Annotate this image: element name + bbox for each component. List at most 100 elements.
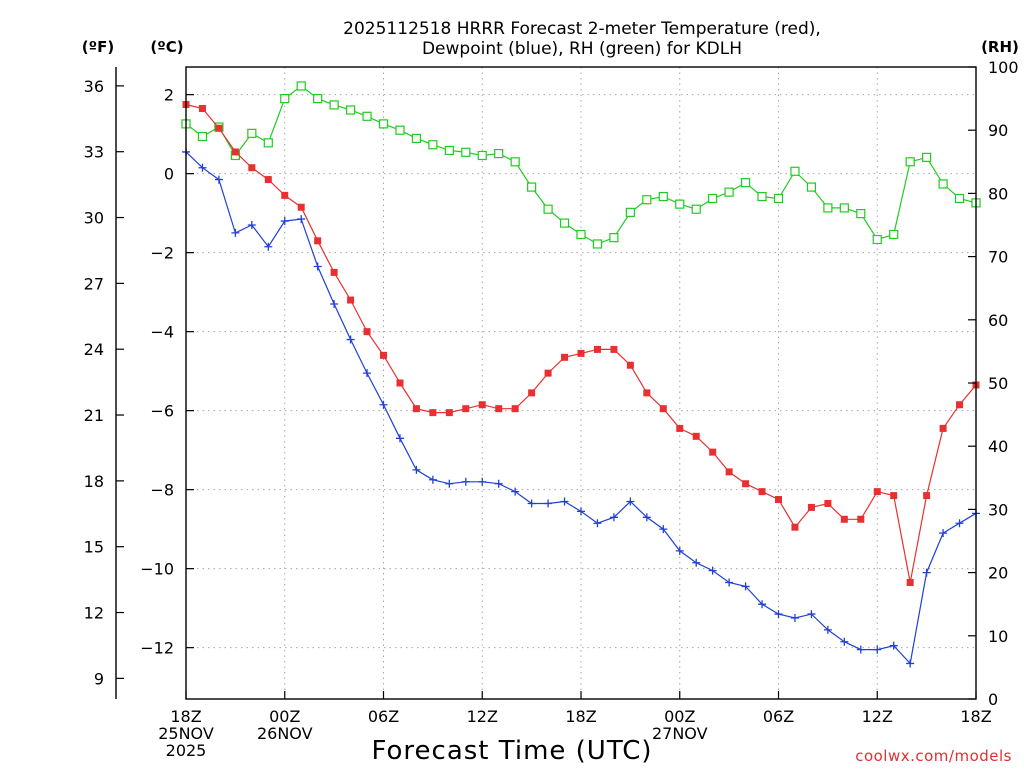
dewpoint-point-39	[823, 625, 832, 634]
dewpoint-point-32	[708, 566, 717, 575]
dewpoint-point-5	[264, 242, 273, 251]
rh-point-46	[938, 179, 948, 189]
x-tick-label-6-1: 00Z	[269, 707, 300, 726]
temperature-point-12	[380, 351, 387, 359]
dewpoint-point-10	[346, 335, 355, 344]
c-tick-label--10: −10	[140, 560, 174, 579]
rh-point-43	[889, 229, 899, 240]
dewpoint-point-20	[511, 487, 520, 496]
rh-point-36	[773, 193, 784, 204]
rh-point-34	[740, 178, 751, 188]
celsius-axis: 2 0 −2 −4 −6 −8 −10 −12	[140, 86, 194, 658]
rh-point-37	[790, 166, 800, 176]
rh-unit-label: (RH)	[981, 38, 1019, 56]
rh-tick-label-40: 40	[988, 437, 1008, 456]
f-tick-label-12: 12	[84, 604, 104, 623]
x-tick-label-18-1: 12Z	[467, 707, 498, 726]
dewpoint-point-44	[906, 659, 915, 668]
temperature-point-10	[347, 296, 355, 304]
fahrenheit-unit-label: (ºF)	[82, 38, 114, 56]
temperature-point-28	[643, 389, 651, 397]
temperature-point-35	[758, 488, 766, 496]
temperature-point-4	[248, 164, 256, 172]
rh-point-45	[922, 152, 932, 162]
rh-point-33	[724, 187, 734, 197]
rh-point-12	[378, 119, 389, 129]
x-tick-label-12-1: 06Z	[368, 707, 399, 726]
rh-point-13	[395, 125, 405, 135]
rh-point-29	[658, 191, 668, 202]
chart-title-line-2: Dewpoint (blue), RH (green) for KDLH	[422, 39, 742, 59]
f-tick-label-30: 30	[84, 209, 104, 228]
dewpoint-point-2	[214, 175, 223, 184]
f-tick-label-21: 21	[84, 406, 104, 425]
dewpoint-point-12	[379, 400, 388, 409]
rh-tick-label-80: 80	[988, 184, 1008, 203]
rh-point-23	[559, 218, 570, 228]
temperature-point-19	[495, 405, 503, 413]
rh-point-41	[856, 209, 866, 219]
rh-point-10	[345, 105, 356, 115]
dewpoint-point-45	[922, 568, 931, 577]
rh-point-21	[527, 182, 537, 192]
rh-point-20	[510, 157, 520, 167]
dewpoint-point-36	[774, 610, 783, 619]
temperature-point-18	[478, 401, 486, 409]
temperature-point-1	[198, 104, 206, 112]
temperature-point-14	[412, 405, 420, 413]
temperature-point-29	[659, 405, 667, 413]
c-tick-label--12: −12	[140, 639, 174, 658]
x-tick-label-24-1: 18Z	[565, 707, 596, 726]
dewpoint-point-4	[247, 221, 256, 229]
temperature-point-34	[742, 480, 750, 488]
dewpoint-point-24	[577, 507, 585, 516]
dewpoint-point-34	[741, 582, 750, 591]
dewpoint-point-8	[313, 262, 322, 271]
dewpoint-point-22	[544, 499, 553, 508]
temperature-point-5	[264, 176, 272, 184]
rh-tick-label-100: 100	[988, 58, 1019, 77]
dewpoint-point-3	[231, 228, 240, 237]
temperature-point-30	[676, 424, 684, 432]
rh-point-40	[839, 203, 849, 213]
f-tick-label-27: 27	[84, 274, 104, 293]
dewpoint-point-41	[856, 645, 865, 654]
rh-point-27	[625, 207, 635, 217]
dewpoint-point-42	[873, 645, 882, 654]
temperature-point-31	[692, 432, 700, 440]
rh-point-11	[362, 111, 372, 121]
f-tick-label-33: 33	[84, 143, 104, 162]
x-tick-label-6-2: 26NOV	[257, 724, 313, 743]
rh-tick-label-70: 70	[988, 248, 1008, 267]
temperature-point-45	[923, 492, 931, 500]
c-tick-label--4: −4	[150, 323, 174, 342]
temperature-point-15	[429, 409, 437, 417]
rh-point-30	[675, 199, 685, 209]
dewpoint-point-1	[198, 163, 207, 172]
dewpoint-point-31	[692, 558, 701, 567]
source-credit: coolwx.com/models	[855, 747, 1012, 765]
temperature-point-13	[396, 379, 404, 387]
temperature-point-25	[593, 345, 601, 353]
temperature-point-2	[215, 124, 223, 132]
rh-point-42	[872, 234, 882, 245]
rh-point-31	[691, 204, 701, 214]
temperature-point-43	[890, 492, 898, 500]
f-tick-label-36: 36	[84, 77, 104, 96]
x-tick-label-0-3: 2025	[166, 741, 207, 760]
f-tick-label-24: 24	[84, 340, 104, 359]
dewpoint-point-13	[395, 434, 404, 443]
rh-point-15	[428, 140, 438, 150]
fahrenheit-axis: 36 33 30 27 24 21 18 15 12 9	[84, 77, 124, 688]
temperature-point-6	[281, 191, 289, 199]
dewpoint-point-35	[758, 600, 767, 609]
dewpoint-line	[185, 151, 977, 665]
rh-line	[185, 85, 977, 245]
rh-point-4	[247, 128, 257, 138]
c-tick-label-0: 0	[164, 165, 174, 184]
temperature-point-8	[314, 237, 322, 245]
dewpoint-point-43	[889, 641, 898, 650]
dewpoint-point-33	[725, 578, 734, 587]
